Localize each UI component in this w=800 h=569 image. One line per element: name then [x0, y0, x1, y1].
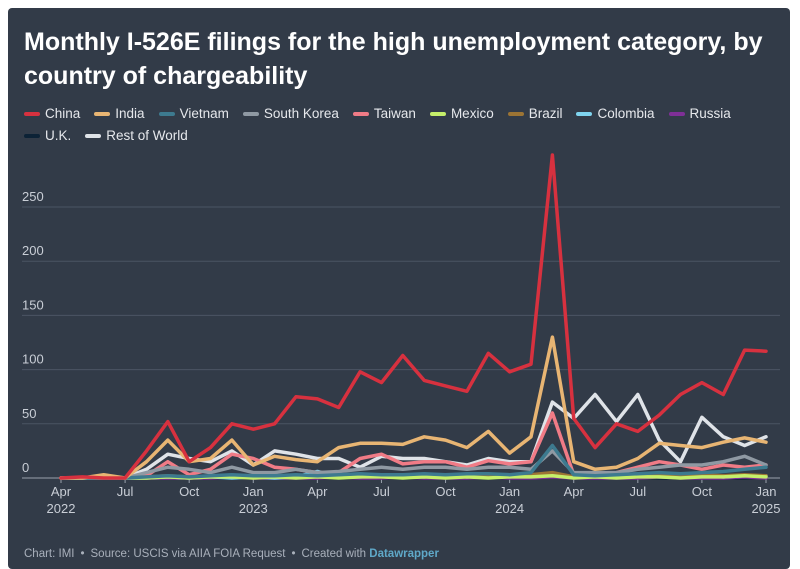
series-line-india [59, 335, 768, 480]
y-tick-label: 100 [22, 352, 44, 367]
legend-item-south-korea: South Korea [242, 105, 339, 122]
legend-label: Rest of World [106, 128, 188, 143]
legend-item-russia: Russia [668, 105, 731, 122]
legend-swatch [352, 111, 369, 116]
legend-label: Colombia [597, 106, 655, 121]
legend-label: China [45, 106, 81, 121]
legend-swatch [94, 111, 111, 116]
legend-swatch [85, 133, 102, 138]
series-line-south-korea [59, 449, 768, 480]
footer: Chart: IMI • Source: USCIS via AIIA FOIA R… [24, 548, 439, 560]
legend-item-rest-of-world: Rest of World [85, 127, 188, 144]
x-tick-label: Apr [564, 484, 585, 499]
footer-separator: • [80, 548, 85, 560]
x-tick-label: Jul [117, 484, 134, 499]
legend-label: Russia [689, 106, 731, 121]
legend-label: U.K. [45, 128, 72, 143]
y-tick-label: 150 [22, 297, 44, 312]
x-tick-year: 2022 [47, 501, 76, 516]
series-line-rest-of-world [59, 392, 768, 480]
datawrapper-link[interactable]: Datawrapper [369, 548, 439, 560]
legend-item-mexico: Mexico [429, 105, 494, 122]
legend: China India Vietnam South Korea Taiwan Mexico… [24, 105, 784, 144]
legend-swatch [576, 111, 593, 116]
y-tick-label: 200 [22, 243, 44, 258]
y-tick-label: 250 [22, 189, 44, 204]
x-tick-label: Oct [692, 484, 713, 499]
y-tick-label: 50 [22, 406, 36, 421]
series-line-china [59, 153, 768, 480]
x-tick-label: Jul [373, 484, 390, 499]
footer-created-with: Created with [301, 548, 367, 560]
legend-item-u-k: U.K. [24, 127, 71, 144]
x-tick-label: Jan [756, 484, 777, 499]
x-tick-label: Oct [179, 484, 200, 499]
footer-source: Source: USCIS via AIIA FOIA Request [90, 548, 286, 560]
chart-title: Monthly I-526E filings for the high unem… [24, 28, 763, 90]
x-tick-label: Jan [499, 484, 520, 499]
x-tick-label: Apr [307, 484, 328, 499]
series-line-vietnam [59, 443, 768, 480]
legend-item-china: China [24, 105, 80, 122]
legend-item-india: India [94, 105, 145, 122]
legend-item-taiwan: Taiwan [352, 105, 416, 122]
x-tick-year: 2024 [495, 501, 524, 516]
footer-separator: • [291, 548, 296, 560]
legend-label: Brazil [528, 106, 563, 121]
chart-card: Monthly I-526E filings for the high unem… [8, 8, 790, 569]
legend-label: South Korea [263, 106, 339, 121]
legend-swatch [24, 133, 40, 138]
x-tick-year: 2025 [752, 501, 781, 516]
legend-label: Vietnam [179, 106, 229, 121]
legend-swatch [24, 111, 40, 116]
x-tick-year: 2023 [239, 501, 268, 516]
legend-label: Mexico [450, 106, 494, 121]
legend-label: Taiwan [373, 106, 416, 121]
legend-swatch [158, 111, 175, 116]
footer-chart-credit: Chart: IMI [24, 548, 75, 560]
x-tick-label: Oct [435, 484, 456, 499]
x-tick-label: Apr [51, 484, 72, 499]
legend-swatch [242, 111, 259, 116]
legend-label: India [115, 106, 145, 121]
legend-item-vietnam: Vietnam [158, 105, 229, 122]
y-tick-label: 0 [22, 460, 29, 475]
plot-area: 0 50 100 150 200 250 Apr 2022 Jul Oct Jan 2023 Apr Ju… [22, 153, 781, 516]
x-tick-label: Jul [630, 484, 647, 499]
legend-swatch [429, 111, 446, 116]
legend-item-colombia: Colombia [576, 105, 655, 122]
x-tick-label: Jan [243, 484, 264, 499]
legend-swatch [507, 111, 524, 116]
legend-item-brazil: Brazil [507, 105, 563, 122]
legend-swatch [668, 111, 685, 116]
